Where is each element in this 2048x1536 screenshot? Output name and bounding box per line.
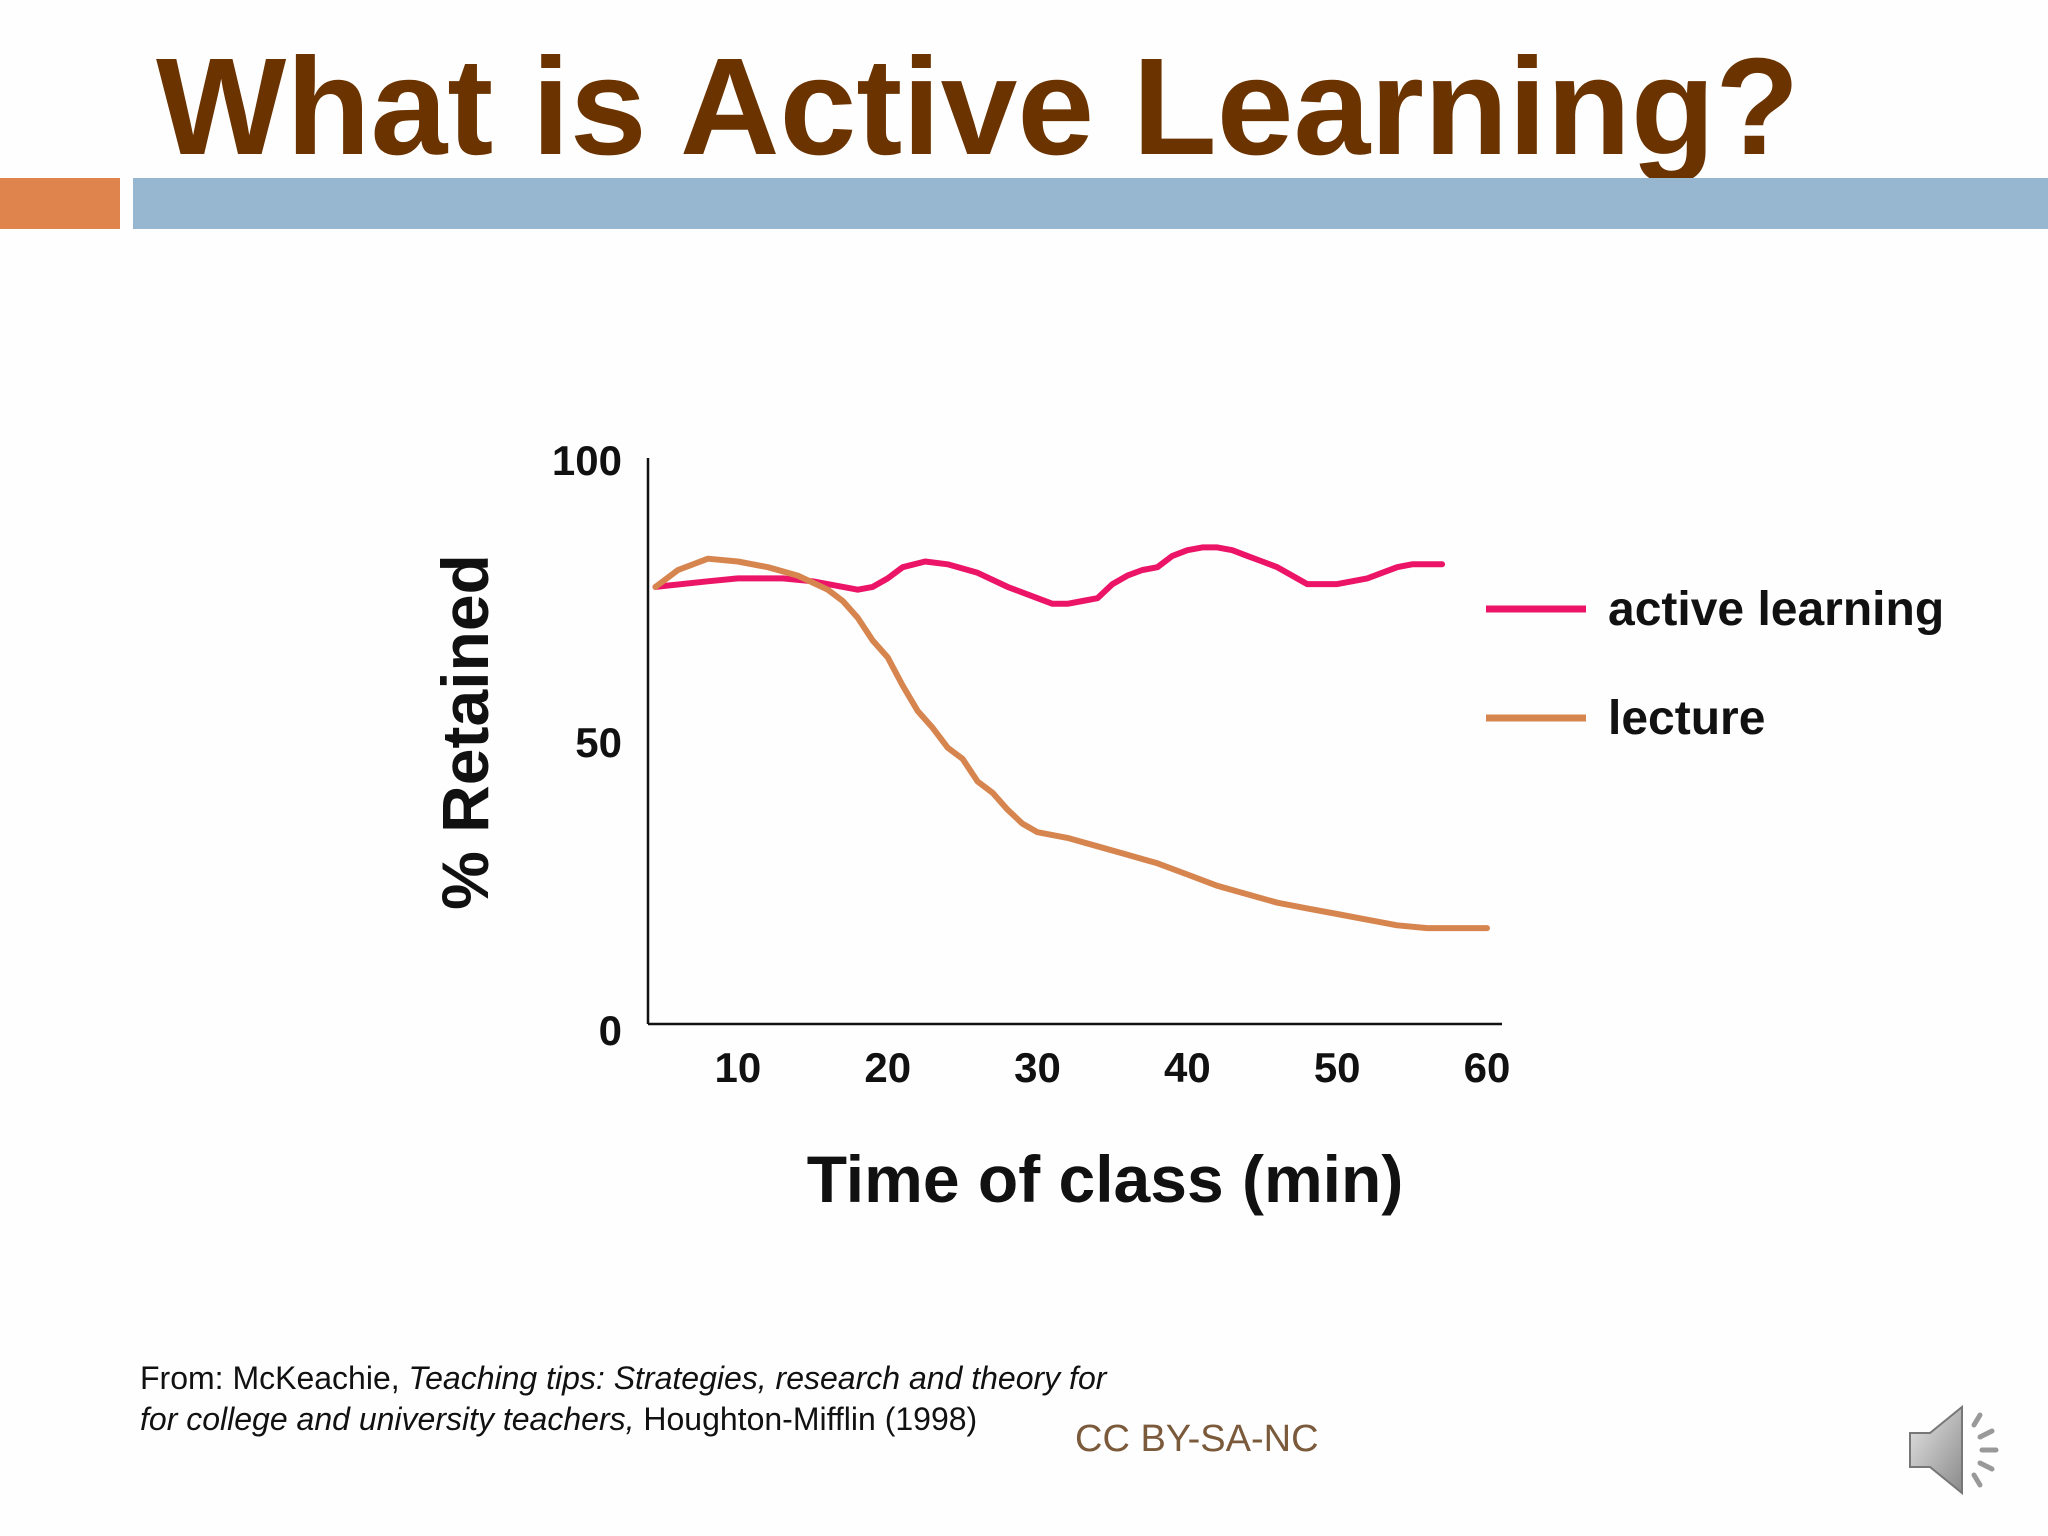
y-tick-label: 100 [552, 437, 622, 484]
x-tick-label: 30 [1014, 1044, 1061, 1091]
speaker-icon[interactable] [1900, 1395, 2010, 1505]
x-tick-label: 10 [715, 1044, 762, 1091]
citation-prefix: From: McKeachie, [140, 1360, 409, 1396]
citation-book-title: Teaching tips: Strategies, research and … [408, 1360, 1107, 1396]
citation-line-1: From: McKeachie, Teaching tips: Strategi… [140, 1358, 1106, 1399]
legend-label-active-learning: active learning [1608, 583, 1944, 636]
license-label: CC BY-SA-NC [1075, 1418, 1319, 1460]
chart-axes: 10 20 30 40 50 60 0 50 100 Time of class (min) % R… [428, 437, 1510, 1216]
x-tick-label: 40 [1164, 1044, 1211, 1091]
legend-label-lecture: lecture [1608, 692, 1765, 745]
x-tick-label: 50 [1314, 1044, 1361, 1091]
series-line-active-learning [652, 544, 1446, 607]
y-tick-label: 0 [599, 1007, 622, 1054]
citation: From: McKeachie, Teaching tips: Strategi… [140, 1358, 1106, 1440]
x-tick-label: 60 [1464, 1044, 1511, 1091]
y-axis-title: % Retained [428, 554, 502, 910]
x-tick-label: 20 [864, 1044, 911, 1091]
citation-line-2: for college and university teachers, Hou… [140, 1399, 1106, 1440]
citation-publisher: Houghton-Mifflin (1998) [634, 1401, 978, 1437]
accent-bar-blue [133, 178, 2048, 229]
slide-title: What is Active Learning? [156, 30, 1800, 184]
chart-series [652, 544, 1490, 932]
citation-book-title-cont: for college and university teachers, [140, 1401, 635, 1437]
x-axis-title: Time of class (min) [807, 1142, 1404, 1216]
y-tick-label: 50 [575, 719, 622, 766]
series-line-lecture [652, 555, 1490, 932]
accent-bar-orange [0, 178, 120, 229]
chart-legend: active learning lecture [1486, 583, 1944, 745]
